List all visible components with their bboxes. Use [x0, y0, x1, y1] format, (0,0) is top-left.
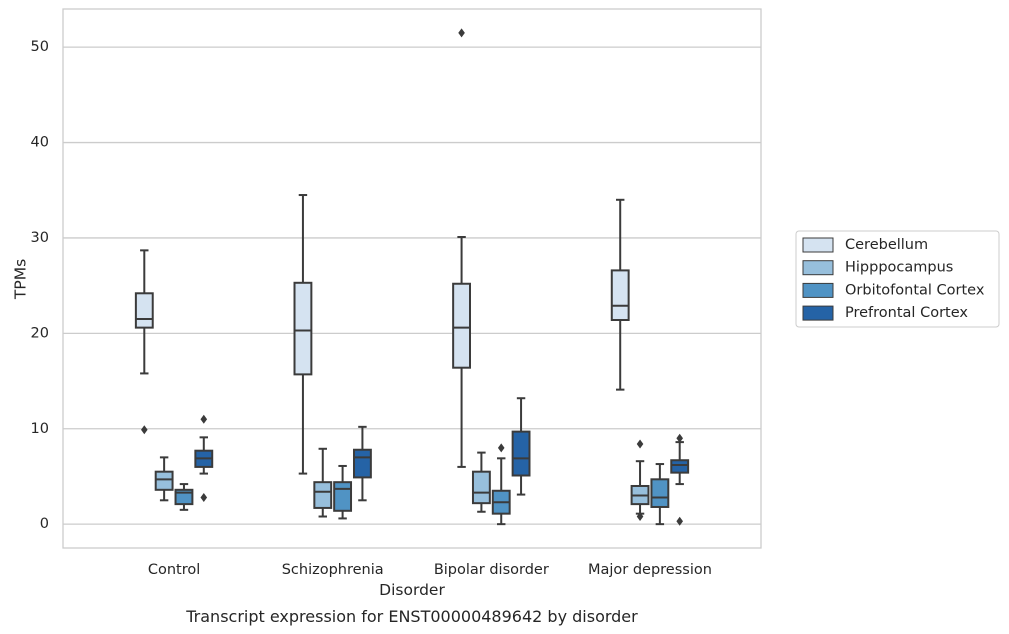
box-prefrontal-cortex-control: [194, 414, 214, 502]
legend-label: Hipppocampus: [845, 260, 953, 276]
iqr-box: [293, 281, 313, 376]
box-hipppocampus-bipolar-disorder: [471, 451, 491, 513]
legend-frame: [795, 230, 1000, 328]
outlier-point: [676, 516, 683, 526]
y-tick-label: 0: [40, 516, 49, 532]
box-hipppocampus-control: [154, 456, 174, 502]
legend-label: Cerebellum: [845, 237, 928, 253]
box-cerebellum-control: [134, 249, 154, 435]
box-prefrontal-cortex-schizophrenia: [352, 425, 372, 502]
y-tick-label: 40: [31, 135, 49, 151]
y-tick-label: 50: [31, 39, 49, 55]
box-cerebellum-major-depression: [610, 198, 630, 391]
box-orbitofontal-cortex-bipolar-disorder: [491, 443, 511, 526]
box-cerebellum-bipolar-disorder: [452, 28, 472, 468]
x-tick-label: Control: [148, 562, 200, 578]
iqr-box: [670, 459, 690, 474]
outlier-point: [636, 512, 644, 522]
y-axis-label: TPMs: [12, 259, 30, 300]
legend-swatch: [802, 237, 834, 253]
legend: Cerebellum Hipppocampus Orbitofontal Corte…: [795, 230, 1000, 328]
outlier-point: [636, 439, 644, 449]
box-prefrontal-cortex-major-depression: [670, 433, 690, 526]
x-axis-label: Disorder: [379, 581, 445, 599]
iqr-box: [154, 470, 174, 491]
legend-label: Prefrontal Cortex: [845, 305, 968, 321]
grid-lines: [63, 46, 761, 525]
outlier-point: [141, 425, 148, 435]
outlier-point: [200, 414, 208, 424]
legend-swatch: [802, 305, 834, 321]
iqr-box: [610, 269, 630, 321]
y-tick-label: 20: [31, 325, 49, 341]
box-orbitofontal-cortex-schizophrenia: [333, 464, 353, 520]
legend-swatch: [802, 260, 834, 276]
x-tick-label: Bipolar disorder: [434, 562, 549, 578]
y-tick-labels: 0 10 20 30 40 50: [31, 39, 49, 532]
outlier-point: [676, 433, 683, 443]
iqr-box: [471, 470, 491, 505]
box-cerebellum-schizophrenia: [293, 194, 313, 475]
iqr-box: [313, 481, 333, 509]
iqr-box: [352, 448, 372, 479]
box-orbitofontal-cortex-major-depression: [650, 463, 670, 526]
x-tick-label: Schizophrenia: [282, 562, 384, 578]
y-tick-label: 10: [31, 421, 49, 437]
box-hipppocampus-major-depression: [630, 439, 650, 522]
box-marks: [134, 28, 690, 526]
iqr-box: [511, 430, 531, 477]
box-orbitofontal-cortex-control: [174, 483, 194, 511]
chart-caption: Transcript expression for ENST0000048964…: [185, 607, 638, 626]
legend-label: Orbitofontal Cortex: [845, 282, 985, 298]
iqr-box: [333, 481, 353, 512]
legend-swatch: [802, 282, 834, 298]
outlier-point: [458, 28, 465, 38]
box-prefrontal-cortex-bipolar-disorder: [511, 397, 531, 496]
outlier-point: [497, 443, 505, 453]
iqr-box: [134, 292, 154, 329]
x-tick-labels: Control Schizophrenia Bipolar disorder Majo…: [148, 562, 712, 578]
outlier-point: [200, 492, 208, 502]
iqr-box: [650, 478, 670, 508]
x-tick-label: Major depression: [588, 562, 712, 578]
y-tick-label: 30: [31, 230, 49, 246]
plot-area-frame: [62, 8, 762, 549]
box-hipppocampus-schizophrenia: [313, 447, 333, 518]
iqr-box: [452, 282, 472, 369]
